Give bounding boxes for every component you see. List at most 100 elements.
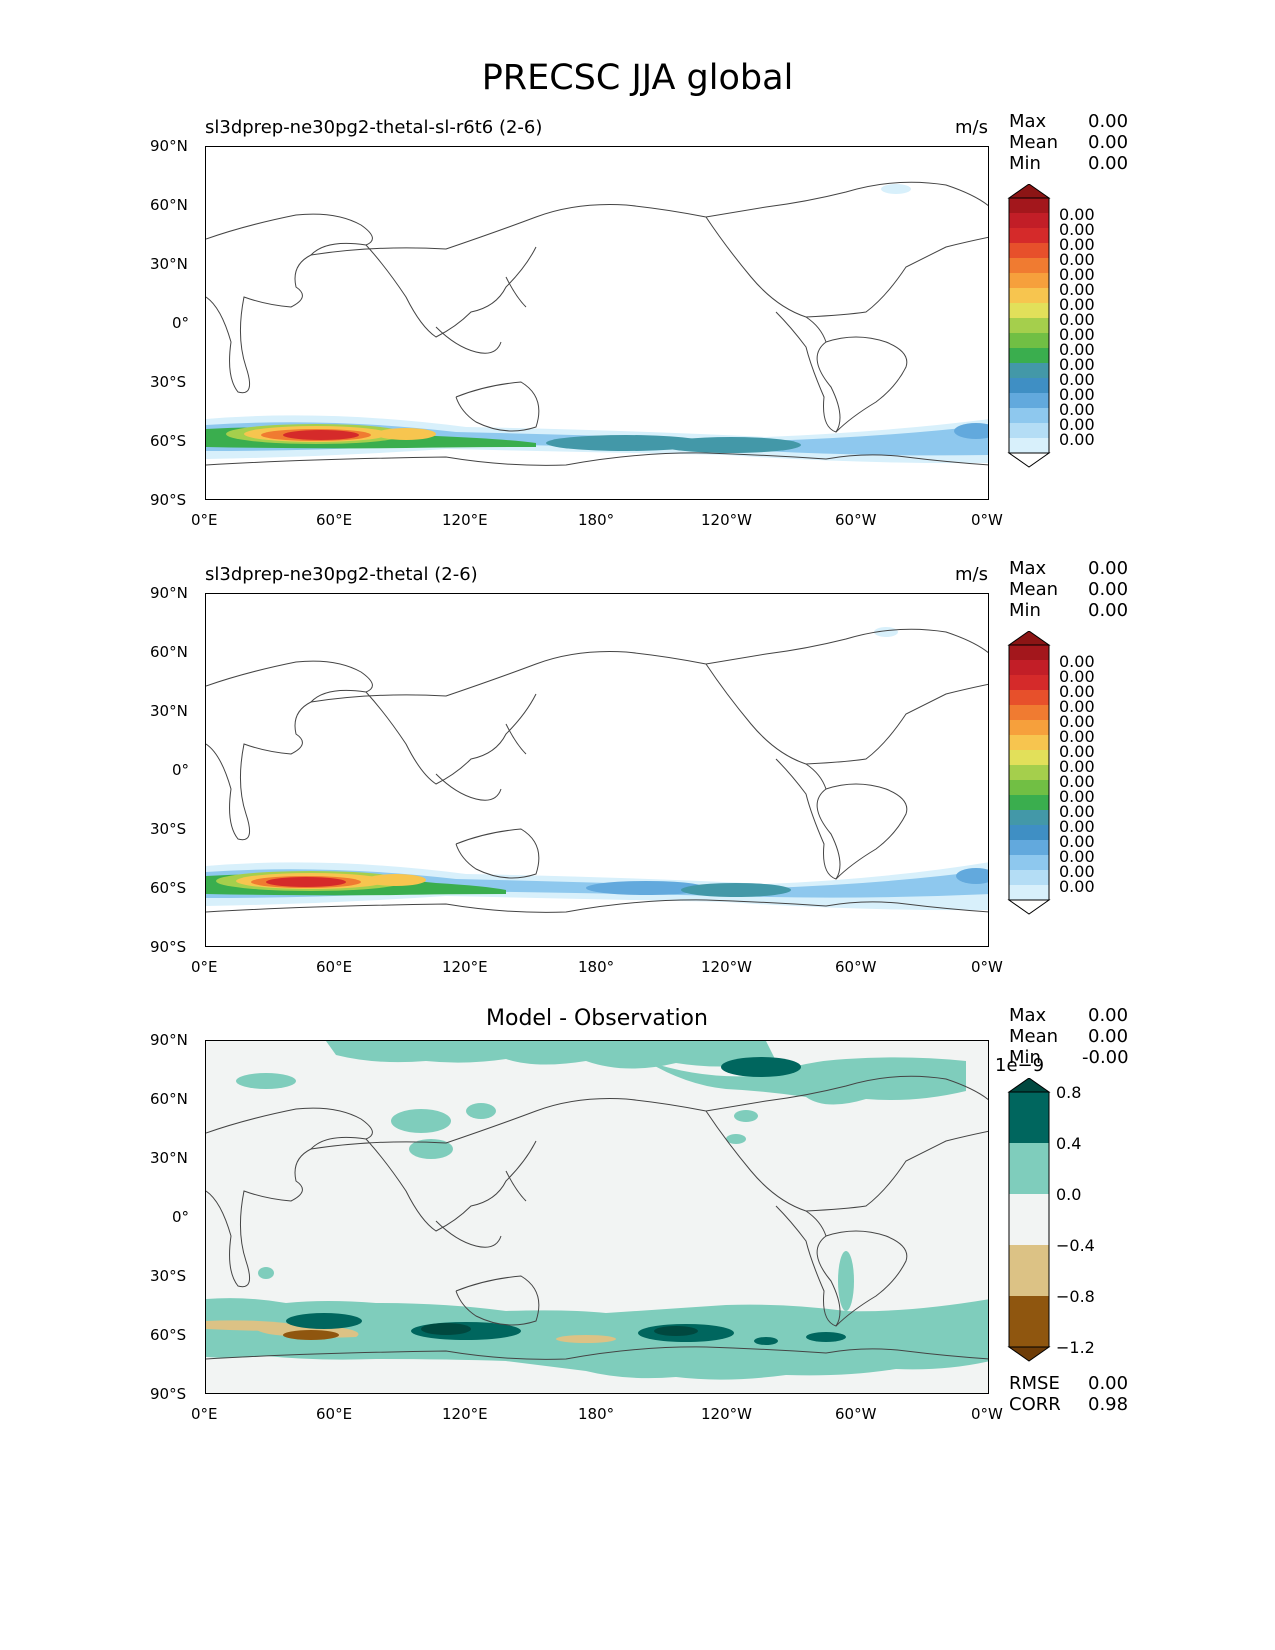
panel-2-colorbar — [1007, 631, 1051, 915]
panel-1-lat-tick: 60°N — [150, 196, 188, 214]
panel-3-cbar-label: −0.4 — [1056, 1236, 1095, 1255]
panel-1-lat-tick: 0° — [172, 314, 190, 332]
panel-1-title: sl3dprep-ne30pg2-thetal-sl-r6t6 (2-6) — [205, 117, 543, 138]
colorbar-bin — [1009, 750, 1049, 766]
colorbar-bin — [1009, 228, 1049, 244]
panel-1-lat-tick: 90°N — [150, 137, 188, 155]
panel-3-lon-tick: 0°W — [971, 1405, 1003, 1423]
panel-1-cbar-label: 0.00 — [1059, 250, 1095, 269]
panel-1-cbar-label: 0.00 — [1059, 400, 1095, 419]
panel-3-lat-tick: 60°N — [150, 1090, 188, 1108]
panel-2-lat-tick: 30°S — [150, 820, 187, 838]
panel-2-cbar-label: 0.00 — [1059, 727, 1095, 746]
panel-3-cbar-scale: 1e−9 — [995, 1055, 1045, 1076]
precip-field — [206, 184, 988, 464]
panel-1-lon-tick: 60°W — [835, 511, 877, 529]
panel-2-cbar-label: 0.00 — [1059, 652, 1095, 671]
panel-2-cbar-label: 0.00 — [1059, 862, 1095, 881]
panel-1-lat-tick: 90°S — [150, 491, 187, 509]
colorbar-bin — [1009, 840, 1049, 856]
panel-1-cbar-label: 0.00 — [1059, 370, 1095, 389]
colorbar-bin — [1009, 825, 1049, 841]
panel-1-lat-tick: 30°S — [150, 373, 187, 391]
colorbar-bin — [1009, 735, 1049, 751]
panel-3-lat-tick: 30°S — [150, 1267, 187, 1285]
panel-3-lon-tick: 0°E — [191, 1405, 218, 1423]
panel-2-min-label: Min — [1009, 600, 1041, 621]
panel-1-cbar-label: 0.00 — [1059, 205, 1095, 224]
panel-3-lon-tick: 120°E — [442, 1405, 488, 1423]
panel-1-lon-tick: 60°E — [316, 511, 353, 529]
colorbar-bin — [1009, 780, 1049, 796]
panel-2-lon-tick: 0°W — [971, 958, 1003, 976]
precip-field — [206, 627, 988, 911]
panel-2-title: sl3dprep-ne30pg2-thetal (2-6) — [205, 564, 478, 585]
colorbar-bin — [1009, 348, 1049, 364]
panel-3-map — [205, 1040, 989, 1394]
colorbar-bin — [1009, 705, 1049, 721]
panel-1-lon-tick: 0°E — [191, 511, 218, 529]
colorbar-bin — [1009, 720, 1049, 736]
panel-1-min-label: Min — [1009, 153, 1041, 174]
panel-1-cbar-label: 0.00 — [1059, 220, 1095, 239]
panel-1-cbar-label: 0.00 — [1059, 325, 1095, 344]
colorbar-bin — [1009, 378, 1049, 394]
panel-3-lat-tick: 0° — [172, 1208, 190, 1226]
panel-2-map — [205, 593, 989, 947]
panel-3-colorbar — [1007, 1078, 1051, 1362]
panel-2-lat-tick: 30°N — [150, 702, 188, 720]
panel-1-cbar-label: 0.00 — [1059, 415, 1095, 434]
panel-3-cbar-label: −1.2 — [1056, 1338, 1095, 1357]
colorbar-bin — [1009, 810, 1049, 826]
panel-3-mean-value: 0.00 — [1088, 1026, 1129, 1047]
colorbar-bin — [1009, 303, 1049, 319]
colorbar-bin — [1009, 870, 1049, 886]
panel-3-mean-label: Mean — [1009, 1026, 1059, 1047]
panel-1-units: m/s — [955, 117, 988, 138]
panel-1-cbar-label: 0.00 — [1059, 355, 1095, 374]
panel-3-corr-label: CORR — [1009, 1394, 1061, 1415]
panel-2-lon-tick: 120°W — [701, 958, 752, 976]
colorbar-bin — [1009, 645, 1049, 661]
panel-1-max-value: 0.00 — [1088, 111, 1129, 132]
panel-1-cbar-label: 0.00 — [1059, 295, 1095, 314]
colorbar-bin — [1009, 258, 1049, 274]
panel-2-cbar-label: 0.00 — [1059, 802, 1095, 821]
panel-2-cbar-label: 0.00 — [1059, 742, 1095, 761]
panel-2-cbar-label: 0.00 — [1059, 832, 1095, 851]
panel-1-min-value: 0.00 — [1088, 153, 1129, 174]
colorbar-bin — [1009, 855, 1049, 871]
panel-2-cbar-label: 0.00 — [1059, 787, 1095, 806]
colorbar-bin — [1009, 423, 1049, 439]
colorbar-bin — [1009, 198, 1049, 214]
panel-1-lon-tick: 120°W — [701, 511, 752, 529]
panel-2-lat-tick: 60°N — [150, 643, 188, 661]
panel-2-lon-tick: 0°E — [191, 958, 218, 976]
panel-3-corr-value: 0.98 — [1088, 1394, 1129, 1415]
colorbar-bin — [1009, 273, 1049, 289]
panel-2-max-label: Max — [1009, 558, 1047, 579]
panel-2-cbar-label: 0.00 — [1059, 847, 1095, 866]
panel-3-lon-tick: 120°W — [701, 1405, 752, 1423]
panel-2-cbar-label: 0.00 — [1059, 682, 1095, 701]
colorbar-bin — [1009, 393, 1049, 409]
panel-3-title: Model - Observation — [486, 1006, 708, 1031]
panel-2-cbar-label: 0.00 — [1059, 817, 1095, 836]
panel-2-cbar-label: 0.00 — [1059, 772, 1095, 791]
colorbar-bin — [1009, 408, 1049, 424]
panel-1-mean-label: Mean — [1009, 132, 1059, 153]
panel-3-lon-tick: 180° — [578, 1405, 615, 1423]
panel-1-cbar-label: 0.00 — [1059, 385, 1095, 404]
panel-2-units: m/s — [955, 564, 988, 585]
panel-2-mean-label: Mean — [1009, 579, 1059, 600]
panel-1-cbar-label: 0.00 — [1059, 235, 1095, 254]
panel-1-max-label: Max — [1009, 111, 1047, 132]
panel-1-cbar-label: 0.00 — [1059, 340, 1095, 359]
panel-3-max-label: Max — [1009, 1005, 1047, 1026]
panel-2-max-value: 0.00 — [1088, 558, 1129, 579]
colorbar-bin — [1009, 675, 1049, 691]
colorbar-bin — [1009, 213, 1049, 229]
colorbar-bin — [1009, 363, 1049, 379]
panel-3-lat-tick: 60°S — [150, 1326, 187, 1344]
panel-1-cbar-label: 0.00 — [1059, 280, 1095, 299]
